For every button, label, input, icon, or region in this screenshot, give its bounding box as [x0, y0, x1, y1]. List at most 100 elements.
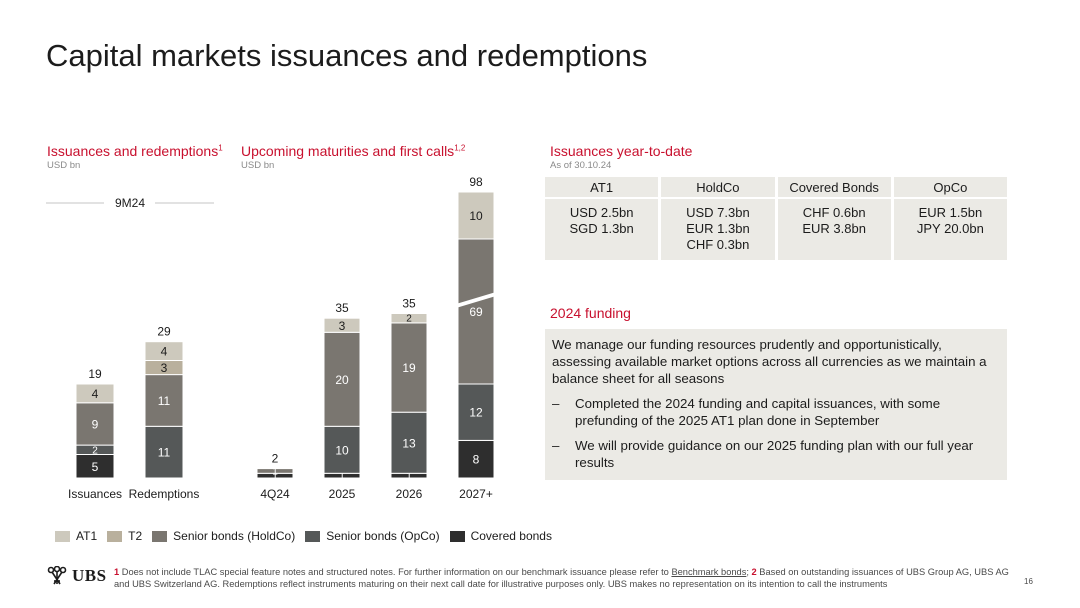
legend-label: T2 — [128, 529, 143, 543]
ytd-value: EUR 1.3bn — [686, 221, 750, 236]
ytd-value: USD 2.5bn — [569, 205, 634, 220]
maturities-title: Upcoming maturities and first calls1,2 — [241, 143, 465, 159]
data-label-covered-bonds-2027: 8 — [473, 453, 480, 467]
bar-segment-covered-bonds-2027 — [457, 439, 495, 479]
data-label-senior-bonds-holdco-2025: 20 — [335, 373, 349, 387]
maturities-title-text: Upcoming maturities and first calls — [241, 143, 455, 159]
footnote-number: 1 — [114, 567, 120, 577]
ytd-column-header: AT1 — [545, 177, 659, 199]
ytd-column-opco: OpCo EUR 1.5bn JPY 20.0bn — [893, 177, 1007, 260]
ytd-value: SGD 1.3bn — [569, 221, 634, 236]
period-label: 9M24 — [115, 196, 145, 210]
legend-item-senior-opco: Senior bonds (OpCo) — [305, 529, 440, 543]
page-title: Capital markets issuances and redemption… — [46, 38, 648, 73]
funding-bullet: – We will provide guidance on our 2025 f… — [552, 437, 999, 471]
bar-segment-at1-2025 — [323, 317, 361, 333]
ytd-value: CHF 0.3bn — [686, 237, 750, 252]
data-label-senior-bonds-holdco-4q24: 1 — [272, 466, 278, 477]
chart-legend: AT1 T2 Senior bonds (HoldCo) Senior bond… — [55, 529, 562, 543]
category-label-2025: 2025 — [329, 487, 356, 501]
page-number: 16 — [1024, 577, 1033, 586]
legend-item-covered-bonds: Covered bonds — [449, 529, 552, 543]
total-label-2027: 98 — [469, 175, 483, 189]
legend-swatch — [152, 530, 168, 542]
legend-item-senior-holdco: Senior bonds (HoldCo) — [152, 529, 295, 543]
bar-segment-senior-bonds-opco-2027 — [457, 383, 495, 441]
data-label-at1-issuances: 4 — [92, 387, 99, 401]
legend-swatch — [107, 530, 123, 542]
bar-segment-at1-redemptions — [144, 341, 184, 362]
ytd-column-body: EUR 1.5bn JPY 20.0bn — [894, 199, 1007, 260]
data-label-senior-bonds-opco-redemptions: 11 — [158, 446, 171, 460]
category-label-issuances: Issuances — [68, 487, 122, 501]
ytd-column-header: OpCo — [893, 177, 1007, 199]
charts-canvas: 9M24 529419Issuances11113429Redemptions … — [46, 175, 496, 501]
data-label-senior-bonds-holdco-redemptions: 11 — [158, 394, 171, 408]
footnote: 1 Does not include TLAC special feature … — [114, 566, 1014, 590]
data-label-t2-redemptions: 3 — [161, 361, 168, 375]
data-label-senior-bonds-holdco-2027: 69 — [469, 305, 483, 319]
ytd-column-at1: AT1 USD 2.5bn SGD 1.3bn — [545, 177, 659, 260]
ytd-column-body: USD 2.5bn SGD 1.3bn — [545, 199, 658, 260]
ytd-column-header: HoldCo — [661, 177, 775, 199]
bar-segment-senior-bonds-holdco-2025 — [323, 331, 361, 427]
data-label-senior-bonds-opco-2027: 12 — [469, 406, 483, 420]
legend-label: AT1 — [76, 529, 98, 543]
legend-swatch — [305, 530, 321, 542]
bullet-dash: – — [552, 438, 560, 453]
ytd-value: CHF 0.6bn — [802, 205, 866, 220]
ytd-table: AT1 USD 2.5bn SGD 1.3bn HoldCo USD 7.3bn… — [545, 177, 1007, 260]
bar-segment-senior-bonds-holdco-4q24 — [256, 468, 294, 474]
data-label-covered-bonds-issuances: 5 — [92, 460, 99, 474]
issuances-redemptions-title: Issuances and redemptions1 — [47, 143, 223, 159]
data-label-at1-2025: 3 — [339, 319, 346, 333]
legend-item-t2: T2 — [107, 529, 142, 543]
funding-bullet-text: Completed the 2024 funding and capital i… — [575, 396, 941, 428]
benchmark-bonds-link[interactable]: Benchmark bonds — [671, 567, 747, 577]
data-label-at1-redemptions: 4 — [161, 345, 168, 359]
legend-label: Covered bonds — [470, 529, 552, 543]
ytd-column-body: CHF 0.6bn EUR 3.8bn — [778, 199, 891, 260]
data-label-senior-bonds-opco-issuances: 2 — [92, 445, 98, 456]
bar-segment-at1-issuances — [75, 383, 115, 404]
ytd-column-body: USD 7.3bn EUR 1.3bn CHF 0.3bn — [661, 199, 774, 260]
data-label-at1-2027: 10 — [469, 209, 483, 223]
issuances-redemptions-title-text: Issuances and redemptions — [47, 143, 219, 159]
bar-segment-senior-bonds-holdco-2027 — [457, 238, 495, 385]
total-label-2025: 35 — [335, 301, 349, 315]
bullet-dash: – — [552, 396, 560, 411]
logo-text: UBS — [72, 566, 107, 585]
data-label-covered-bonds-4q24: 1 — [272, 471, 278, 482]
data-label-senior-bonds-opco-2026: 13 — [402, 436, 416, 450]
category-label-redemptions: Redemptions — [129, 487, 200, 501]
ytd-value: JPY 20.0bn — [916, 221, 984, 236]
footnote-text: Based on outstanding issuances of UBS Gr… — [114, 567, 1009, 589]
legend-label: Senior bonds (OpCo) — [326, 529, 440, 543]
data-label-at1-2026: 2 — [406, 314, 412, 325]
category-label-4q24: 4Q24 — [260, 487, 290, 501]
funding-box: We manage our funding resources prudentl… — [545, 329, 1007, 480]
data-label-senior-bonds-holdco-issuances: 9 — [92, 417, 99, 431]
ytd-column-covered-bonds: Covered Bonds CHF 0.6bn EUR 3.8bn — [777, 177, 891, 260]
footnote-ref: 1,2 — [454, 143, 466, 153]
maturities-chart: 1124Q24110203352025113192352026812691098… — [256, 175, 496, 501]
total-label-redemptions: 29 — [157, 325, 171, 339]
footnote-text: Does not include TLAC special feature no… — [119, 567, 672, 577]
funding-intro: We manage our funding resources prudentl… — [552, 337, 987, 386]
ytd-column-holdco: HoldCo USD 7.3bn EUR 1.3bn CHF 0.3bn — [661, 177, 775, 260]
ytd-value: EUR 3.8bn — [802, 221, 866, 236]
category-label-2027: 2027+ — [459, 487, 493, 501]
issuances-redemptions-unit: USD bn — [47, 160, 81, 171]
footnote-ref: 1 — [218, 143, 223, 153]
data-label-covered-bonds-2026: 1 — [406, 471, 412, 482]
total-label-2026: 35 — [402, 297, 416, 311]
maturities-unit: USD bn — [241, 160, 275, 171]
ytd-as-of: As of 30.10.24 — [550, 160, 612, 171]
ytd-column-header: Covered Bonds — [777, 177, 891, 199]
bar-segment-at1-2026 — [390, 313, 428, 324]
total-label-4q24: 2 — [272, 452, 279, 466]
funding-bullet-text: We will provide guidance on our 2025 fun… — [575, 438, 974, 470]
total-label-issuances: 19 — [88, 367, 102, 381]
funding-bullet: – Completed the 2024 funding and capital… — [552, 395, 999, 429]
